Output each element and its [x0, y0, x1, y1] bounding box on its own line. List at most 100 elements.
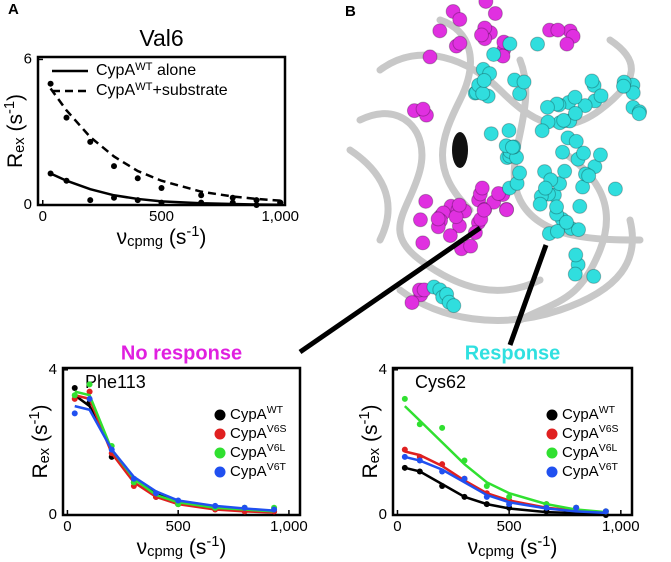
- text-part: ex: [12, 137, 28, 153]
- text-part: -1: [186, 224, 199, 240]
- legend-label: CypAV6S: [562, 423, 619, 442]
- atom-sphere: [577, 98, 593, 114]
- atom-sphere: [451, 197, 467, 213]
- x-tick-label: 500: [149, 208, 174, 225]
- data-point: [153, 490, 160, 497]
- text-part: V6T: [599, 461, 619, 473]
- atom-sphere: [567, 266, 583, 282]
- data-point: [416, 468, 423, 475]
- text-part: WT: [267, 404, 284, 416]
- x-axis-label: νcpmg (s-1): [117, 224, 207, 251]
- text-part: ): [219, 536, 226, 559]
- data-point: [439, 468, 446, 475]
- chart-title: Cys62: [415, 372, 466, 392]
- atom-sphere: [534, 123, 550, 139]
- ligand: [452, 132, 468, 168]
- legend-swatch: [214, 428, 226, 440]
- text-part: -1: [206, 534, 219, 550]
- data-point: [212, 502, 219, 509]
- atom-sphere: [616, 78, 632, 94]
- atom-sphere: [442, 228, 458, 244]
- legend-swatch: [546, 447, 558, 459]
- atom-sphere: [412, 212, 428, 228]
- atom-sphere: [452, 35, 468, 51]
- text-part: cpmg: [478, 544, 514, 560]
- atom-sphere: [555, 144, 571, 160]
- atom-sphere: [501, 122, 517, 138]
- atom-sphere: [415, 235, 431, 251]
- text-part: CypA: [230, 425, 267, 442]
- legend-swatch: [214, 466, 226, 478]
- legend-label: CypAWT+substrate: [96, 81, 228, 100]
- atom-sphere: [572, 198, 588, 214]
- atom-sphere: [537, 180, 553, 196]
- y-tick-label: 4: [379, 361, 387, 378]
- text-part: -1: [2, 101, 18, 114]
- text-part: V6L: [267, 442, 286, 454]
- data-point: [47, 80, 54, 87]
- atom-sphere: [504, 139, 520, 155]
- text-part: (s: [183, 536, 206, 559]
- atom-sphere: [432, 23, 448, 39]
- text-part: V6L: [599, 442, 618, 454]
- atom-sphere: [474, 27, 490, 43]
- data-point: [111, 163, 117, 170]
- atom-sphere: [549, 223, 565, 239]
- plot-frame: [61, 366, 302, 517]
- connector: [507, 244, 549, 346]
- legend-label: CypAV6S: [230, 423, 287, 442]
- atom-sphere: [475, 85, 491, 101]
- legend-swatch: [546, 428, 558, 440]
- protein-structure: [346, 0, 648, 324]
- data-point: [175, 497, 182, 504]
- y-axis-label: Rex (s-1): [27, 404, 54, 478]
- text-part: +substrate: [153, 82, 228, 99]
- text-part: R: [29, 463, 52, 478]
- atom-sphere: [550, 22, 566, 38]
- panel-label: A: [8, 1, 19, 18]
- atom-sphere: [404, 295, 420, 311]
- data-point: [401, 464, 408, 471]
- data-point: [87, 138, 94, 145]
- x-tick-label: 500: [166, 518, 191, 535]
- data-point: [573, 504, 580, 511]
- atom-sphere: [559, 36, 575, 52]
- data-point: [47, 170, 54, 177]
- text-part: cpmg: [127, 234, 163, 250]
- x-tick-label: 0: [39, 208, 47, 225]
- text-part: (s: [4, 114, 27, 137]
- atom-sphere: [516, 74, 532, 90]
- atom-sphere: [584, 73, 600, 89]
- text-part: ex: [367, 447, 383, 463]
- data-point: [158, 199, 165, 206]
- atom-sphere: [539, 99, 555, 115]
- atom-sphere: [549, 199, 565, 215]
- text-part: CypA: [562, 425, 599, 442]
- text-part: CypA: [230, 463, 267, 480]
- legend-label: CypAWT alone: [96, 61, 196, 80]
- data-point: [134, 175, 141, 182]
- data-point: [198, 192, 205, 199]
- atom-sphere: [530, 36, 546, 52]
- plot-frame: [391, 366, 634, 517]
- atom-sphere: [486, 46, 502, 62]
- chart-title: Val6: [139, 25, 183, 51]
- text-part: CypA: [562, 463, 599, 480]
- y-axis-label: Rex (s-1): [2, 94, 29, 168]
- atom-sphere: [568, 247, 584, 263]
- text-part: R: [359, 463, 382, 478]
- atom-sphere: [422, 49, 438, 65]
- data-point: [461, 475, 468, 482]
- y-axis-label: Rex (s-1): [357, 404, 384, 478]
- text-part: (s: [163, 226, 186, 249]
- atom-sphere: [483, 126, 499, 142]
- text-part: ): [4, 94, 27, 101]
- atom-sphere: [631, 106, 647, 122]
- data-point: [253, 202, 260, 208]
- data-point: [71, 384, 78, 391]
- atom-sphere: [567, 89, 583, 105]
- data-point: [87, 197, 94, 204]
- atom-sphere: [512, 165, 528, 181]
- chart-title: Phe113: [85, 372, 146, 392]
